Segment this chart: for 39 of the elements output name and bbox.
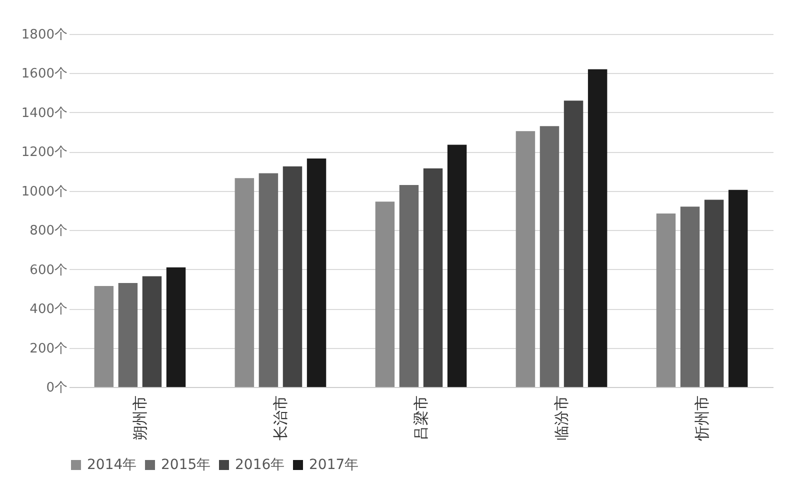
bar — [118, 283, 138, 387]
bar — [588, 69, 608, 387]
bar — [728, 190, 748, 387]
bar — [423, 168, 443, 387]
x-tick-label: 吕梁市 — [412, 396, 430, 440]
y-tick-label: 800个 — [30, 224, 68, 239]
y-tick-label: 1200个 — [21, 145, 68, 160]
bar — [282, 166, 302, 387]
y-tick-label: 0个 — [46, 380, 68, 396]
bar — [234, 178, 254, 387]
x-tick-label: 临汾市 — [552, 396, 571, 440]
bar — [540, 126, 560, 387]
bar — [166, 267, 186, 387]
x-tick-label: 朔州市 — [130, 396, 149, 440]
bar — [399, 185, 419, 387]
y-tick-label: 1400个 — [21, 106, 68, 121]
bar — [306, 158, 326, 387]
y-tick-label: 1600个 — [21, 66, 68, 82]
y-tick-label: 200个 — [30, 341, 68, 356]
legend-label: 2015年 — [161, 457, 211, 473]
bar — [447, 144, 467, 387]
bar — [680, 206, 700, 387]
x-tick-label: 长治市 — [271, 396, 290, 440]
y-tick-label: 400个 — [30, 302, 68, 318]
y-tick-label: 1000个 — [21, 184, 68, 200]
bar — [142, 276, 162, 387]
legend-label: 2017年 — [309, 457, 359, 473]
bar — [375, 202, 395, 387]
bar — [516, 131, 536, 387]
legend-label: 2014年 — [87, 457, 137, 473]
bar — [564, 100, 584, 387]
legend-label: 2016年 — [235, 457, 285, 473]
y-tick-label: 600个 — [30, 262, 68, 278]
x-tick-label: 忻州市 — [693, 396, 712, 442]
bar — [704, 200, 724, 387]
bar — [656, 213, 676, 387]
y-tick-label: 1800个 — [21, 28, 68, 42]
bar — [94, 286, 114, 387]
bar — [258, 173, 278, 387]
